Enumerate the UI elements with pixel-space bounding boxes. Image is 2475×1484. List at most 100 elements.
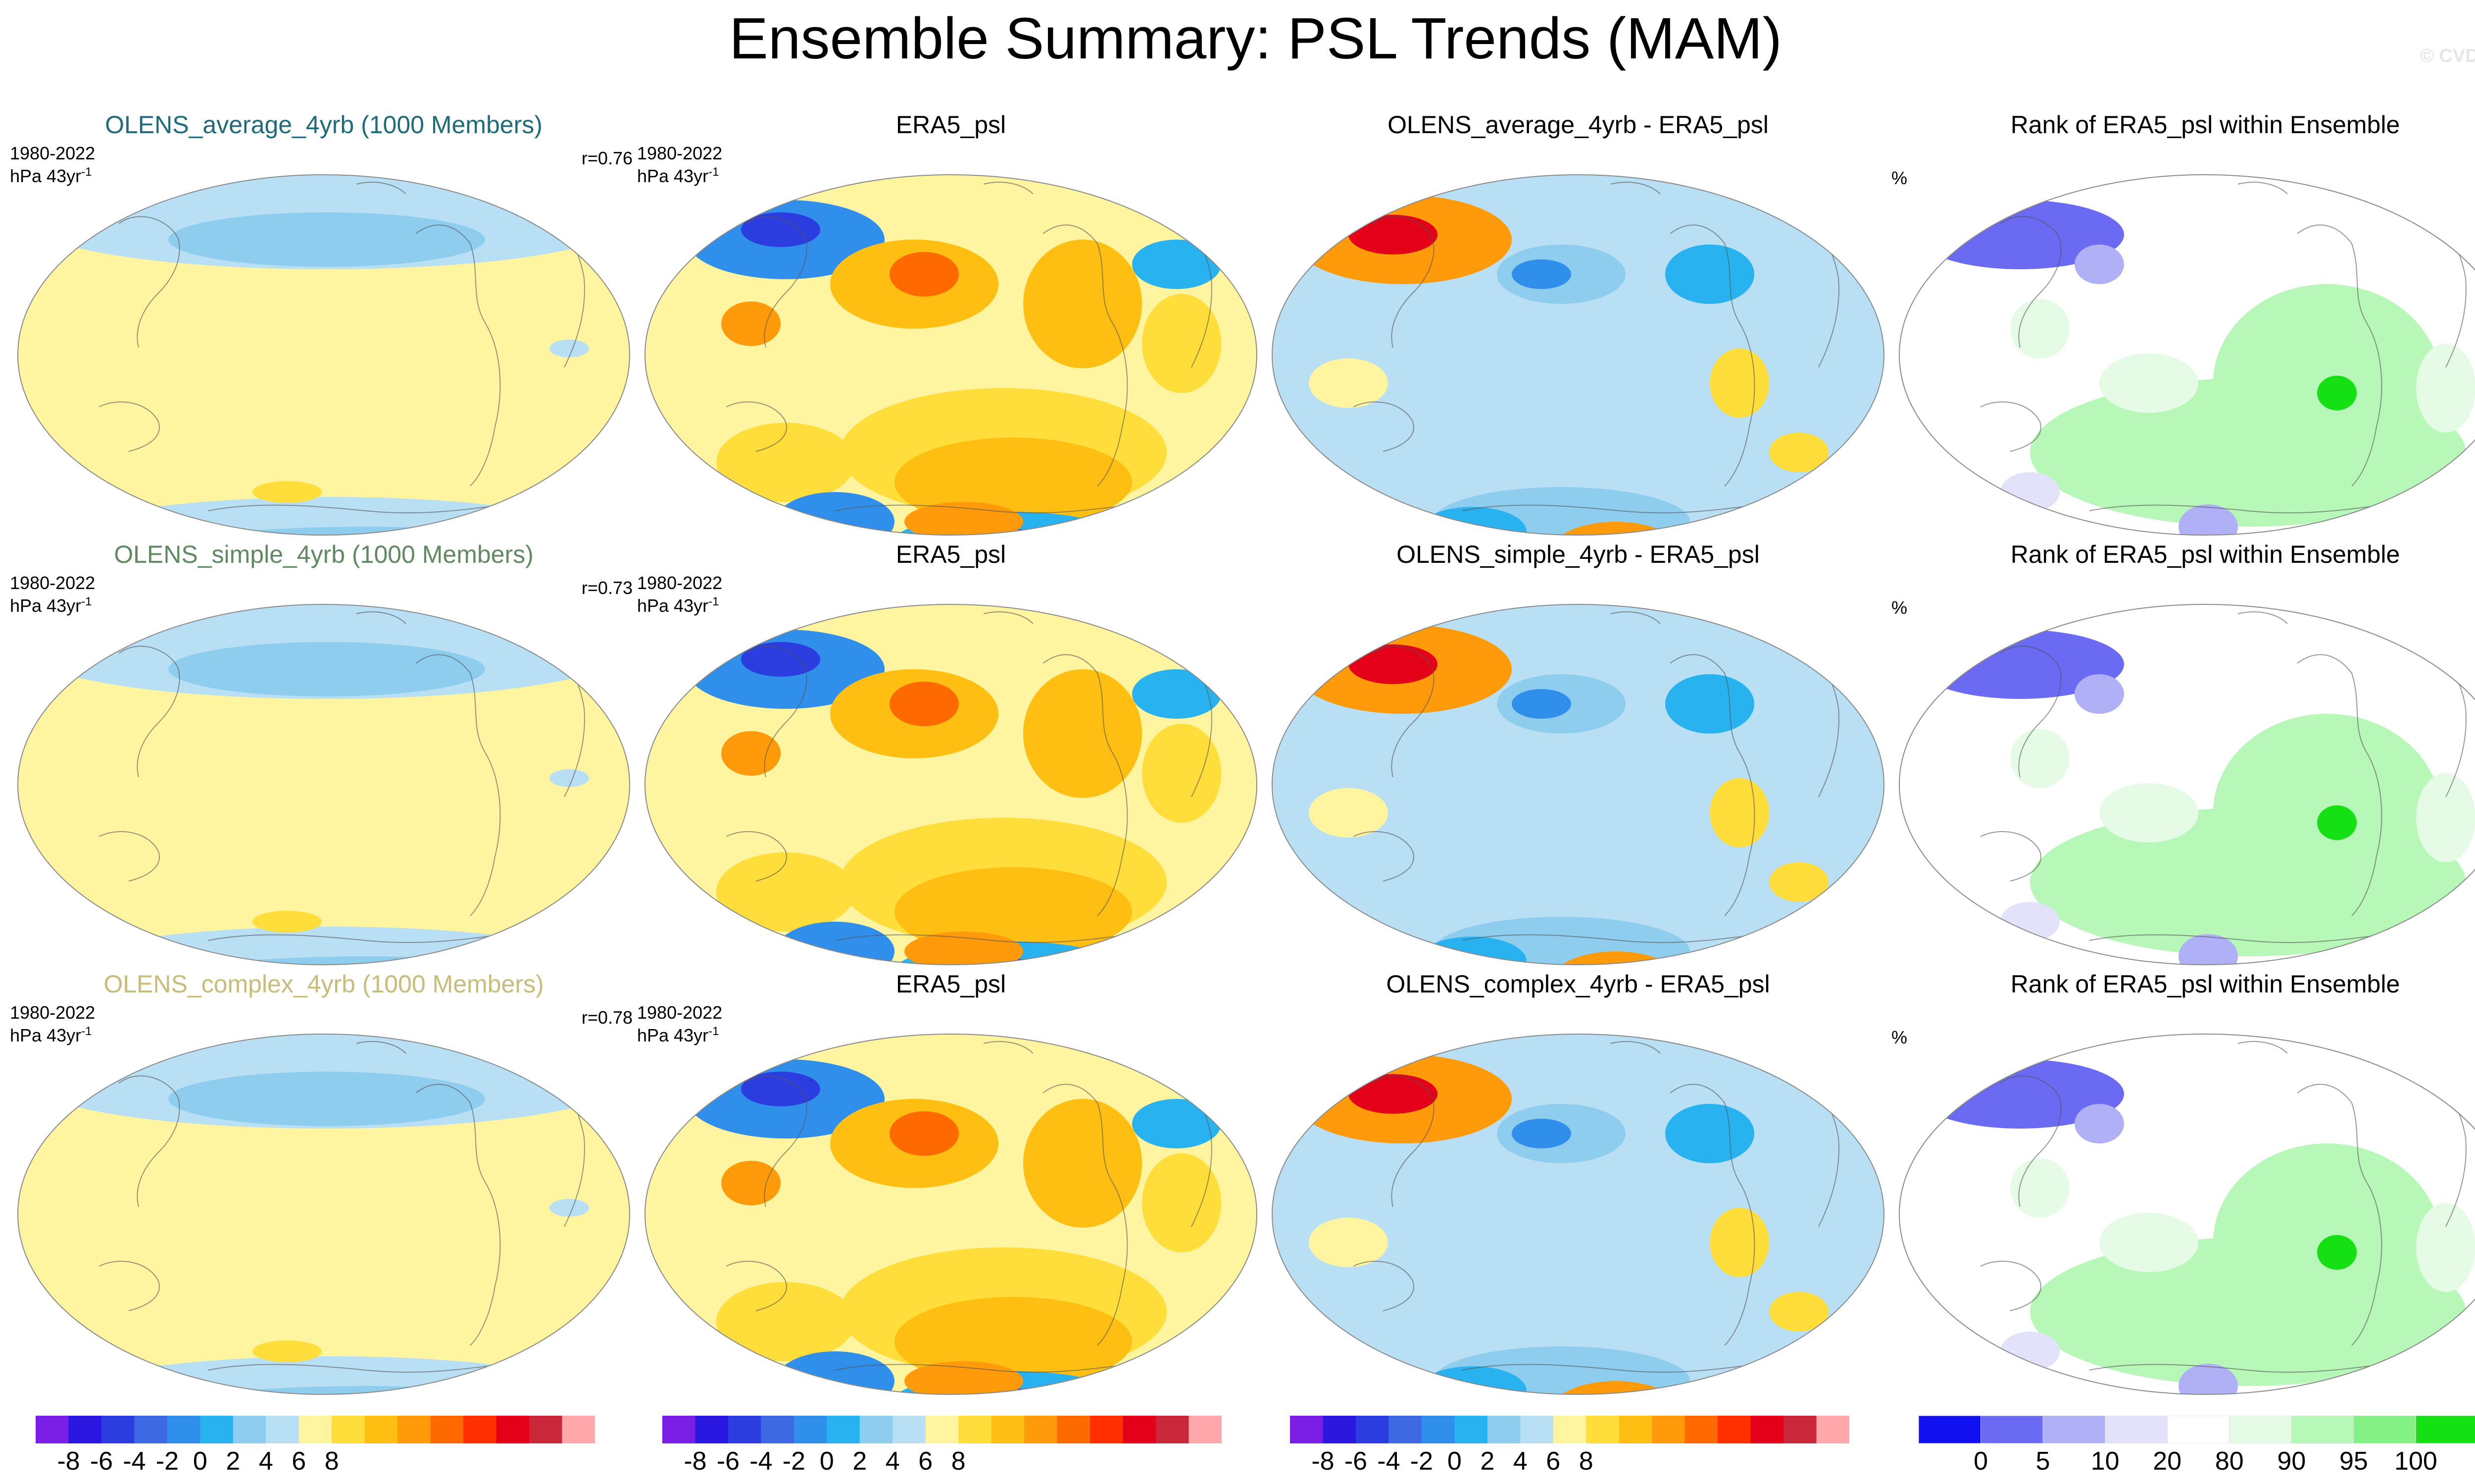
period-label: 1980-2022 xyxy=(637,573,723,593)
colorbar-tick-label: 2 xyxy=(1480,1447,1495,1476)
contour-region xyxy=(1581,1396,1640,1399)
contour-region xyxy=(2099,1213,2198,1272)
rank-unit-label: % xyxy=(1891,168,1908,188)
map-panel-obs: ERA5_psl 1980-2022 hPa 43yr-1 xyxy=(637,110,1265,540)
colorbar-swatch xyxy=(1980,1415,2044,1444)
coastline xyxy=(1353,1261,1414,1311)
coastline xyxy=(1670,654,1755,916)
colorbar-tick-label: -6 xyxy=(1344,1447,1368,1476)
contour-region xyxy=(1023,240,1142,368)
contour-region xyxy=(904,502,1023,535)
map-border xyxy=(1272,604,1884,965)
contour-region xyxy=(1710,1208,1769,1277)
coastline xyxy=(118,216,180,348)
contour-region xyxy=(549,769,589,787)
colorbar-swatches xyxy=(1918,1415,2475,1444)
coastline xyxy=(1042,654,1128,916)
colorbar-swatch xyxy=(36,1416,69,1443)
contour-region xyxy=(904,932,1023,965)
contour-region xyxy=(667,1384,776,1394)
coastline xyxy=(2089,934,2377,943)
colorbar-tick-label: 0 xyxy=(193,1447,207,1476)
colorbar-tick-label: -2 xyxy=(782,1447,805,1476)
contour-region xyxy=(1710,348,1769,418)
colorbar-swatch xyxy=(2415,1415,2475,1444)
colorbar-swatch xyxy=(761,1416,794,1443)
coastline xyxy=(1980,401,2041,452)
coastline xyxy=(415,1084,501,1346)
colorbar-swatch xyxy=(2353,1415,2417,1444)
map-rank xyxy=(1899,604,2475,965)
colorbar-swatch xyxy=(1553,1416,1586,1443)
coastline xyxy=(207,504,495,514)
coastline xyxy=(835,1364,1123,1373)
contour-region xyxy=(890,682,959,726)
contour-region xyxy=(2075,674,2124,714)
colorbar-swatch xyxy=(1619,1416,1652,1443)
map-border xyxy=(644,1034,1257,1395)
colorbar-swatch xyxy=(1684,1416,1718,1443)
contour-region xyxy=(1309,1218,1388,1267)
map-obs xyxy=(644,604,1257,965)
contour-region xyxy=(2317,376,2357,410)
map-border xyxy=(17,604,630,965)
colorbar-swatch xyxy=(892,1416,926,1443)
coastline xyxy=(983,611,1034,624)
colorbar-swatch xyxy=(925,1416,959,1443)
colorbar-swatch xyxy=(1421,1416,1455,1443)
map-panel-ensemble: OLENS_simple_4yrb (1000 Members) 1980-202… xyxy=(10,540,638,969)
contour-region xyxy=(1665,674,1754,734)
colorbar-swatch xyxy=(1783,1416,1817,1443)
coastline xyxy=(2237,611,2288,624)
panel-title: Rank of ERA5_psl within Ensemble xyxy=(2010,541,2400,568)
colorbar-swatch xyxy=(562,1416,595,1443)
panel-title: OLENS_complex_4yrb - ERA5_psl xyxy=(1386,970,1770,998)
colorbar-swatch xyxy=(2229,1415,2292,1444)
contour-region xyxy=(2099,783,2198,842)
colorbar-swatch xyxy=(1024,1416,1058,1443)
colorbar-tick-label: 95 xyxy=(2339,1447,2368,1476)
map-rank xyxy=(1899,1034,2475,1395)
coastline xyxy=(1610,182,1661,195)
coastline xyxy=(356,182,406,195)
period-label: 1980-2022 xyxy=(10,1002,96,1023)
colorbar-tick-label: 100 xyxy=(2394,1447,2437,1476)
coastline xyxy=(2297,224,2382,487)
coastline xyxy=(726,831,787,882)
colorbar-swatch xyxy=(859,1416,893,1443)
colorbar-swatch xyxy=(233,1416,266,1443)
period-label: 1980-2022 xyxy=(637,1002,723,1023)
coastline xyxy=(1353,831,1414,882)
coastline xyxy=(2089,1364,2377,1373)
contour-region xyxy=(2000,472,2060,512)
colorbar-tick-label: 4 xyxy=(1513,1447,1528,1476)
period-label: 1980-2022 xyxy=(10,143,96,163)
panel-title: OLENS_simple_4yrb - ERA5_psl xyxy=(1396,541,1760,568)
colorbar-tick-label: 8 xyxy=(1579,1447,1593,1476)
units-exponent: -1 xyxy=(81,165,92,179)
colorbar-tick-label: -4 xyxy=(1377,1447,1400,1476)
colorbar-tick-label: 90 xyxy=(2277,1447,2306,1476)
coastline xyxy=(745,216,807,348)
colorbar-swatch xyxy=(695,1416,729,1443)
contour-region xyxy=(252,911,322,933)
contour-region xyxy=(549,1199,589,1217)
trend-colorbar: -8 -6 -4 -2 0 2 4 6 8 xyxy=(662,1416,1222,1480)
colorbar-swatch xyxy=(1454,1416,1488,1443)
trend-colorbar: -8 -6 -4 -2 0 2 4 6 8 xyxy=(36,1416,595,1480)
map-panel-obs: ERA5_psl 1980-2022 hPa 43yr-1 xyxy=(637,540,1265,969)
coastline xyxy=(726,401,787,452)
panel-title: ERA5_psl xyxy=(895,541,1006,568)
colorbar-swatch xyxy=(1156,1416,1189,1443)
units-exponent: -1 xyxy=(708,165,719,179)
colorbar-swatch xyxy=(298,1416,332,1443)
colorbar-swatch xyxy=(662,1416,695,1443)
coastline xyxy=(207,1364,495,1373)
map-panel-diff: OLENS_simple_4yrb - ERA5_psl xyxy=(1264,540,1892,969)
map-border xyxy=(644,604,1257,965)
contour-region xyxy=(2317,805,2357,840)
contour-region xyxy=(667,524,776,535)
rank-colorbar: 0 5 10 20 80 90 95 100 xyxy=(1918,1415,2475,1480)
coastline xyxy=(356,1041,406,1054)
colorbar-tick-label: 8 xyxy=(324,1447,339,1476)
